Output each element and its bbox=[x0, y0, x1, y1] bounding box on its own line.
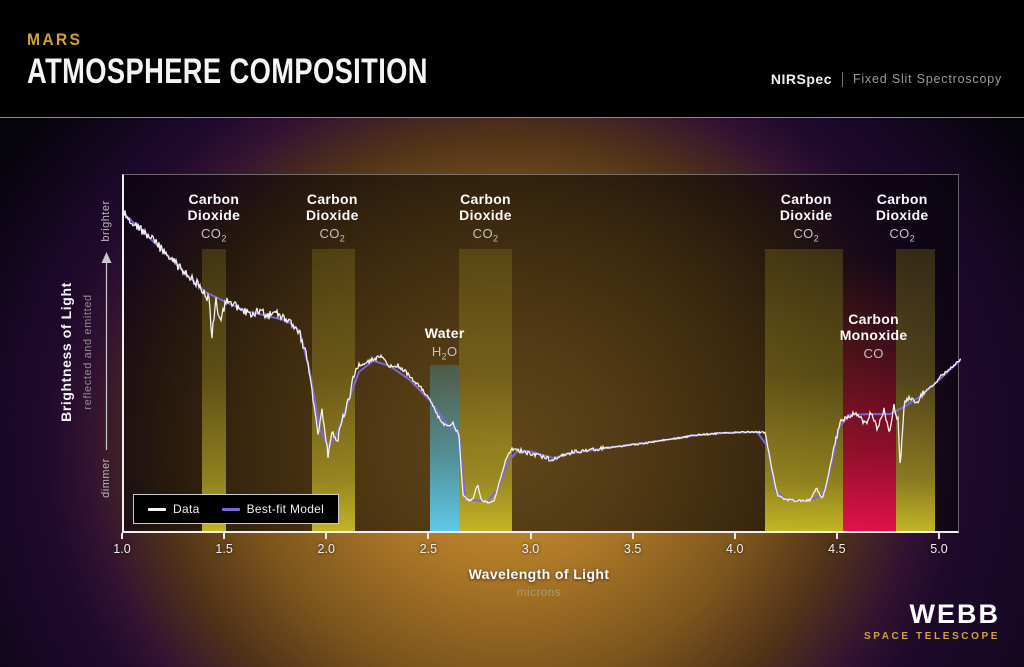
absorption-bands-layer bbox=[124, 175, 958, 531]
molecule-name: Dioxide bbox=[779, 207, 833, 223]
divider bbox=[841, 71, 843, 87]
y-axis-title: Brightness of Light bbox=[58, 282, 74, 422]
x-tick-label: 1.0 bbox=[113, 542, 131, 556]
molecule-name: Dioxide bbox=[305, 207, 359, 223]
instrument-name: NIRSpec bbox=[770, 71, 832, 87]
spectrum-plot: Carbon Dioxide CO2 Carbon Dioxide CO2 Water H2O… bbox=[122, 174, 961, 533]
webb-logo-subtitle: SPACE TELESCOPE bbox=[863, 631, 1000, 642]
spectrum-chart bbox=[124, 210, 961, 504]
molecule-formula: CO bbox=[863, 346, 884, 361]
header-bar: MARS ATMOSPHERE COMPOSITION NIRSpec Fixe… bbox=[0, 0, 1024, 118]
absorption-band-co2 bbox=[765, 249, 843, 531]
molecule-name: Carbon bbox=[306, 191, 358, 207]
molecule-name: Carbon bbox=[876, 191, 928, 207]
x-tick-label: 1.5 bbox=[215, 542, 233, 556]
molecule-formula: CO2 bbox=[319, 226, 346, 244]
molecule-label-co2: Carbon Dioxide CO2 bbox=[751, 191, 861, 244]
molecule-name: Dioxide bbox=[459, 207, 512, 223]
webb-logo: WEBB SPACE TELESCOPE bbox=[864, 600, 1000, 642]
x-tick-label: 3.5 bbox=[623, 542, 642, 556]
molecule-name: Carbon bbox=[188, 191, 240, 207]
y-axis-brighter-label: brighter bbox=[100, 200, 112, 242]
absorption-band-co2 bbox=[311, 249, 355, 531]
x-tick-mark bbox=[529, 533, 532, 539]
x-tick-mark bbox=[121, 533, 123, 539]
x-tick-label: 4.0 bbox=[726, 542, 744, 556]
spectrum-curves-layer bbox=[124, 175, 961, 531]
legend-swatch bbox=[221, 507, 240, 511]
legend-label: Best-fit Model bbox=[246, 502, 325, 516]
x-tick-mark bbox=[835, 533, 838, 539]
legend-item-best-fit-model: Best-fit Model bbox=[221, 502, 325, 516]
molecule-name: Dioxide bbox=[875, 207, 929, 223]
legend-swatch bbox=[148, 507, 166, 511]
page-title: ATMOSPHERE COMPOSITION bbox=[27, 52, 428, 91]
legend-item-data: Data bbox=[148, 502, 200, 516]
observation-mode: Fixed Slit Spectroscopy bbox=[852, 72, 1002, 86]
molecule-formula: CO2 bbox=[889, 226, 916, 244]
x-tick-mark bbox=[223, 533, 226, 539]
legend: Data Best-fit Model bbox=[133, 494, 340, 524]
x-tick-mark bbox=[427, 533, 430, 539]
x-tick-mark bbox=[325, 533, 328, 539]
molecule-labels-layer: Carbon Dioxide CO2 Carbon Dioxide CO2 Water H2O… bbox=[124, 175, 958, 531]
data-line bbox=[124, 210, 961, 504]
molecule-label-h2o: Water H2O bbox=[390, 325, 500, 362]
absorption-band-co bbox=[842, 261, 897, 531]
absorption-band-h2o bbox=[430, 365, 459, 531]
y-axis-dimmer-label: dimmer bbox=[100, 458, 112, 498]
legend-label: Data bbox=[173, 502, 200, 516]
x-tick-mark bbox=[733, 533, 736, 539]
x-tick-mark bbox=[938, 533, 940, 539]
x-tick-label: 2.0 bbox=[317, 542, 335, 556]
x-tick-label: 3.0 bbox=[521, 542, 540, 556]
x-tick-label: 5.0 bbox=[930, 542, 948, 556]
x-tick-label: 2.5 bbox=[419, 542, 438, 556]
instrument-info: NIRSpec Fixed Slit Spectroscopy bbox=[771, 71, 1002, 87]
molecule-formula: CO2 bbox=[793, 226, 820, 244]
target-name: MARS bbox=[27, 30, 83, 49]
molecule-name: Monoxide bbox=[839, 327, 908, 343]
molecule-name: Water bbox=[424, 325, 465, 341]
molecule-formula: CO2 bbox=[201, 226, 227, 244]
absorption-band-co2 bbox=[458, 249, 513, 531]
molecule-label-co2: Carbon Dioxide CO2 bbox=[159, 191, 269, 244]
x-axis-unit: microns bbox=[516, 587, 562, 599]
molecule-formula: CO2 bbox=[472, 226, 499, 244]
x-axis-title: Wavelength of Light bbox=[468, 566, 610, 582]
webb-logo-wordmark: WEBB bbox=[909, 599, 1000, 629]
brighter-direction-arrow-icon bbox=[101, 252, 112, 450]
molecule-label-co2: Carbon Dioxide CO2 bbox=[431, 191, 541, 244]
molecule-formula: H2O bbox=[431, 344, 458, 362]
molecule-name: Carbon bbox=[460, 191, 511, 207]
molecule-label-co: Carbon Monoxide CO bbox=[819, 311, 929, 361]
y-axis-subtitle: reflected and emitted bbox=[82, 294, 94, 410]
molecule-name: Carbon bbox=[848, 311, 899, 327]
molecule-label-co2: Carbon Dioxide CO2 bbox=[277, 191, 387, 244]
x-tick-label: 4.5 bbox=[828, 542, 846, 556]
molecule-name: Dioxide bbox=[187, 207, 241, 223]
molecule-name: Carbon bbox=[780, 191, 832, 207]
x-tick-mark bbox=[631, 533, 634, 539]
molecule-label-co2: Carbon Dioxide CO2 bbox=[847, 191, 957, 244]
